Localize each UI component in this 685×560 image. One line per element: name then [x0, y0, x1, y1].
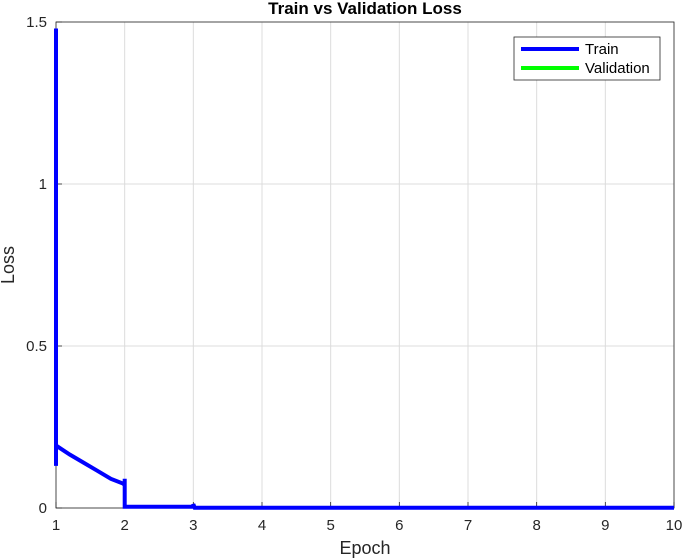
x-tick-label: 5: [326, 517, 334, 534]
x-tick-label: 8: [532, 517, 540, 534]
y-tick-label: 1.5: [26, 14, 47, 31]
x-tick-label: 4: [258, 517, 266, 534]
y-tick-labels: 0 0.5 1 1.5: [26, 14, 47, 517]
x-tick-label: 2: [120, 517, 128, 534]
y-tick-label: 1: [39, 176, 47, 193]
x-tick-label: 7: [464, 517, 472, 534]
x-axis-label: Epoch: [339, 538, 390, 558]
y-tick-label: 0: [39, 500, 47, 517]
x-tick-label: 1: [52, 517, 60, 534]
x-tick-label: 3: [189, 517, 197, 534]
y-tick-label: 0.5: [26, 338, 47, 355]
y-axis-label: Loss: [0, 246, 18, 284]
chart-title: Train vs Validation Loss: [268, 0, 462, 18]
x-tick-label: 10: [666, 517, 683, 534]
plot-background: [56, 22, 674, 508]
x-tick-labels: 1 2 3 4 5 6 7 8 9 10: [52, 517, 683, 534]
x-tick-label: 6: [395, 517, 403, 534]
x-tick-label: 9: [601, 517, 609, 534]
legend-label-validation: Validation: [585, 60, 650, 77]
legend-label-train: Train: [585, 41, 619, 58]
legend: Train Validation: [514, 37, 660, 80]
